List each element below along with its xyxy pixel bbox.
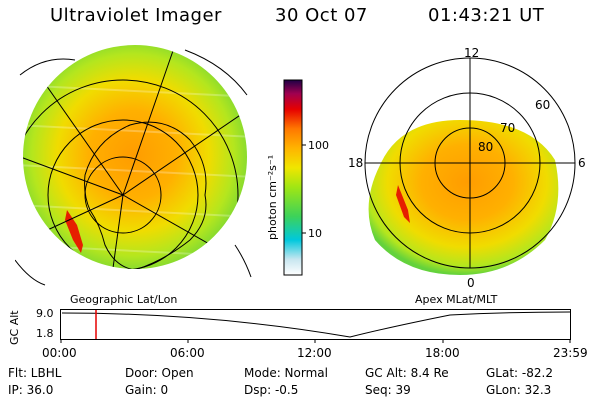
gc-alt-axis-label: GC Alt (8, 310, 21, 345)
mlat-mlt-polar-plot: 12 18 6 0 60 70 80 (348, 46, 586, 290)
instrument-title: Ultraviolet Imager (50, 5, 222, 26)
mlat-80-label: 80 (478, 140, 493, 154)
info-glon: GLon: 32.3 (486, 383, 552, 397)
geographic-map (15, 45, 252, 286)
colorbar: 100 10 photon cm⁻²s⁻¹ (266, 79, 329, 276)
mlt-6-label: 6 (578, 156, 586, 170)
mlt-0-label: 0 (467, 276, 475, 290)
info-dsp: Dsp: -0.5 (244, 383, 299, 397)
info-gain: Gain: 0 (125, 383, 169, 397)
info-ip: IP: 36.0 (8, 383, 54, 397)
time-label: 01:43:21 UT (428, 5, 545, 26)
info-mode: Mode: Normal (244, 366, 328, 380)
auroral-image-left (23, 45, 247, 269)
timeline-frame (60, 309, 571, 340)
mlat-70-label: 70 (500, 121, 515, 135)
date-label: 30 Oct 07 (275, 5, 368, 26)
gc-alt-low-tick: 1.8 (36, 327, 54, 340)
time-tick-1: 06:00 (170, 346, 205, 360)
right-panel-caption: Apex MLat/MLT (415, 293, 498, 306)
mlat-60-label: 60 (535, 98, 550, 112)
time-tick-3: 18:00 (425, 346, 460, 360)
colorbar-tick-10: 10 (308, 227, 322, 240)
emission-streak-right (396, 185, 410, 223)
info-seq: Seq: 39 (365, 383, 411, 397)
time-tick-2: 12:00 (297, 346, 332, 360)
mlt-12-label: 12 (464, 46, 479, 60)
colorbar-tick-100: 100 (308, 139, 329, 152)
time-tick-0: 00:00 (42, 346, 77, 360)
colorbar-gradient (283, 79, 303, 276)
time-tick-4: 23:59 (553, 346, 588, 360)
left-panel-caption: Geographic Lat/Lon (70, 293, 178, 306)
info-door: Door: Open (125, 366, 194, 380)
emission-streak-left (65, 210, 83, 253)
gc-alt-curve (61, 311, 571, 338)
gc-alt-high-tick: 9.0 (36, 307, 54, 320)
info-gc-alt: GC Alt: 8.4 Re (365, 366, 449, 380)
mlt-18-label: 18 (348, 156, 363, 170)
colorbar-unit-label: photon cm⁻²s⁻¹ (266, 155, 279, 240)
gc-alt-timeline (60, 309, 571, 343)
info-glat: GLat: -82.2 (486, 366, 553, 380)
info-flt: Flt: LBHL (8, 366, 62, 380)
